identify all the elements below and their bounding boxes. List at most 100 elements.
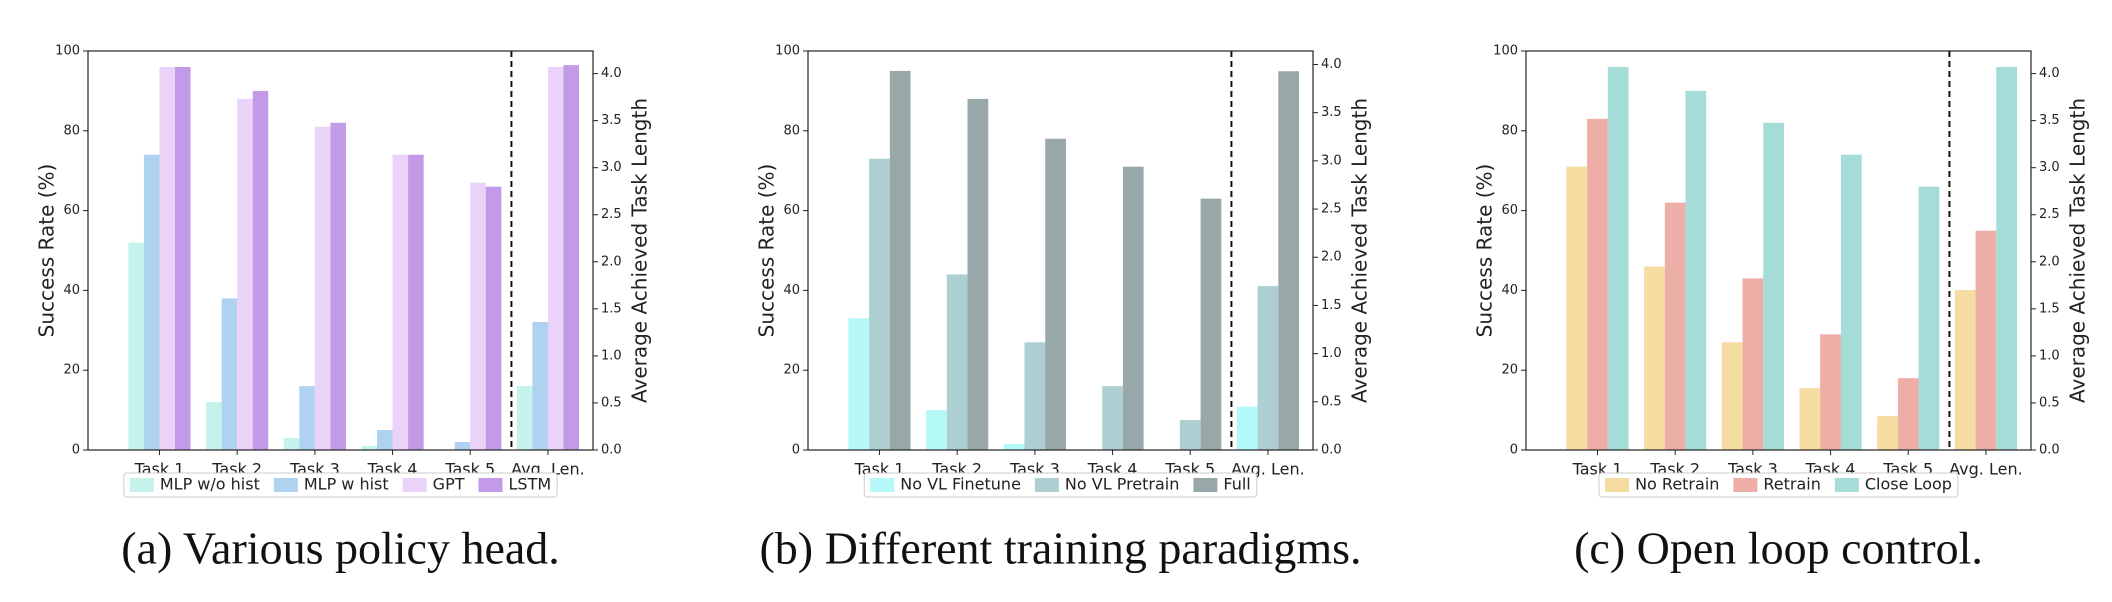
y-tick-label: 0: [1510, 443, 1518, 458]
y2-tick-label: 4.0: [2039, 66, 2060, 81]
y2-tick-label: 4.0: [1321, 57, 1342, 72]
bar: [408, 154, 424, 451]
legend-frame: [123, 472, 558, 498]
y2-axis-label: Average Achieved Task Length: [2066, 98, 2090, 403]
y2-tick-label: 2.5: [2039, 207, 2060, 222]
y2-tick-label: 1.5: [601, 301, 622, 316]
y-tick-label: 60: [783, 203, 800, 218]
bar: [314, 126, 331, 450]
bar: [1897, 378, 1919, 450]
y2-tick-label: 3.0: [601, 160, 622, 175]
y2-tick-label: 0.5: [2039, 395, 2060, 410]
y2-tick-label: 0.0: [1321, 443, 1342, 458]
y-tick-label: 0: [792, 443, 800, 458]
caption: (a) Various policy head.: [121, 523, 560, 574]
legend-label: MLP w/o hist: [160, 475, 260, 494]
bar: [1236, 406, 1258, 450]
bar: [889, 70, 911, 450]
bar: [1918, 186, 1940, 450]
legend-swatch: [478, 478, 503, 492]
legend-swatch: [870, 478, 895, 492]
y2-tick-label: 3.5: [1321, 105, 1342, 120]
y-tick-label: 40: [783, 283, 800, 298]
y2-tick-label: 3.0: [2039, 160, 2060, 175]
y2-tick-label: 3.0: [1321, 153, 1342, 168]
bar: [470, 182, 486, 451]
bar: [1820, 334, 1841, 450]
y-axis-label: Success Rate (%): [755, 164, 779, 338]
bar: [454, 442, 471, 450]
y2-axis-label: Average Achieved Task Length: [628, 98, 652, 403]
bar: [1102, 386, 1123, 450]
y2-tick-label: 2.0: [2039, 254, 2060, 269]
chart: 0204060801000.00.51.01.52.02.53.03.54.0T…: [1473, 44, 2090, 574]
bar: [1742, 278, 1764, 450]
bar: [237, 98, 253, 450]
bar: [159, 66, 176, 451]
bar: [1685, 90, 1707, 451]
legend-swatch: [1193, 478, 1218, 492]
bar: [869, 158, 890, 451]
legend-label: Close Loop: [1865, 475, 1952, 494]
bar: [485, 186, 502, 450]
bar: [1566, 166, 1588, 450]
y2-tick-label: 4.0: [601, 66, 622, 81]
bar: [1179, 420, 1201, 450]
legend-label: Full: [1223, 475, 1250, 494]
bar: [1278, 71, 1300, 450]
y-tick-label: 40: [1501, 283, 1518, 298]
bar: [1122, 166, 1144, 450]
y2-tick-label: 1.5: [1321, 298, 1342, 313]
x-tick-label: Avg. Len.: [1949, 460, 2023, 479]
legend-swatch: [273, 478, 298, 492]
bar: [143, 154, 160, 451]
legend-label: No Retrain: [1635, 475, 1719, 494]
legend-label: LSTM: [509, 475, 552, 494]
y2-tick-label: 1.0: [601, 348, 622, 363]
bar: [1840, 154, 1862, 451]
y2-tick-label: 2.5: [601, 207, 622, 222]
bar: [1877, 416, 1898, 450]
legend-frame: [863, 472, 1258, 498]
y2-tick-label: 2.5: [1321, 202, 1342, 217]
y2-tick-label: 1.0: [1321, 346, 1342, 361]
bar: [1607, 66, 1629, 451]
chart: 0204060801000.00.51.01.52.02.53.03.54.0T…: [35, 44, 652, 574]
bar: [1954, 290, 1976, 450]
legend-swatch: [402, 478, 427, 492]
y-tick-label: 100: [55, 44, 80, 59]
caption: (c) Open loop control.: [1574, 523, 1983, 574]
bar: [175, 66, 191, 451]
y-tick-label: 20: [63, 363, 80, 378]
bar: [299, 386, 315, 450]
y2-tick-label: 1.0: [2039, 348, 2060, 363]
legend-swatch: [129, 478, 154, 492]
bar: [128, 242, 144, 450]
bar: [392, 154, 409, 451]
y-tick-label: 100: [1493, 44, 1518, 59]
plot-frame: [1525, 50, 2032, 451]
y-tick-label: 20: [783, 363, 800, 378]
bar: [563, 65, 580, 450]
bar: [361, 446, 378, 450]
y-tick-label: 20: [1501, 363, 1518, 378]
legend-frame: [1598, 472, 1959, 498]
bar: [206, 402, 222, 450]
y-tick-label: 60: [63, 203, 80, 218]
y2-tick-label: 2.0: [601, 254, 622, 269]
bar: [1664, 202, 1686, 450]
bar: [377, 430, 393, 450]
bar: [1003, 444, 1025, 450]
y2-tick-label: 0.5: [1321, 394, 1342, 409]
y-tick-label: 80: [1501, 123, 1518, 138]
plot-frame: [87, 50, 594, 451]
bar: [221, 298, 238, 450]
y-tick-label: 0: [72, 443, 80, 458]
y-tick-label: 40: [63, 283, 80, 298]
bar: [547, 66, 564, 450]
legend-swatch: [1605, 478, 1630, 492]
bar: [848, 318, 870, 450]
legend-label: Retrain: [1763, 475, 1820, 494]
legend-label: GPT: [433, 475, 465, 494]
